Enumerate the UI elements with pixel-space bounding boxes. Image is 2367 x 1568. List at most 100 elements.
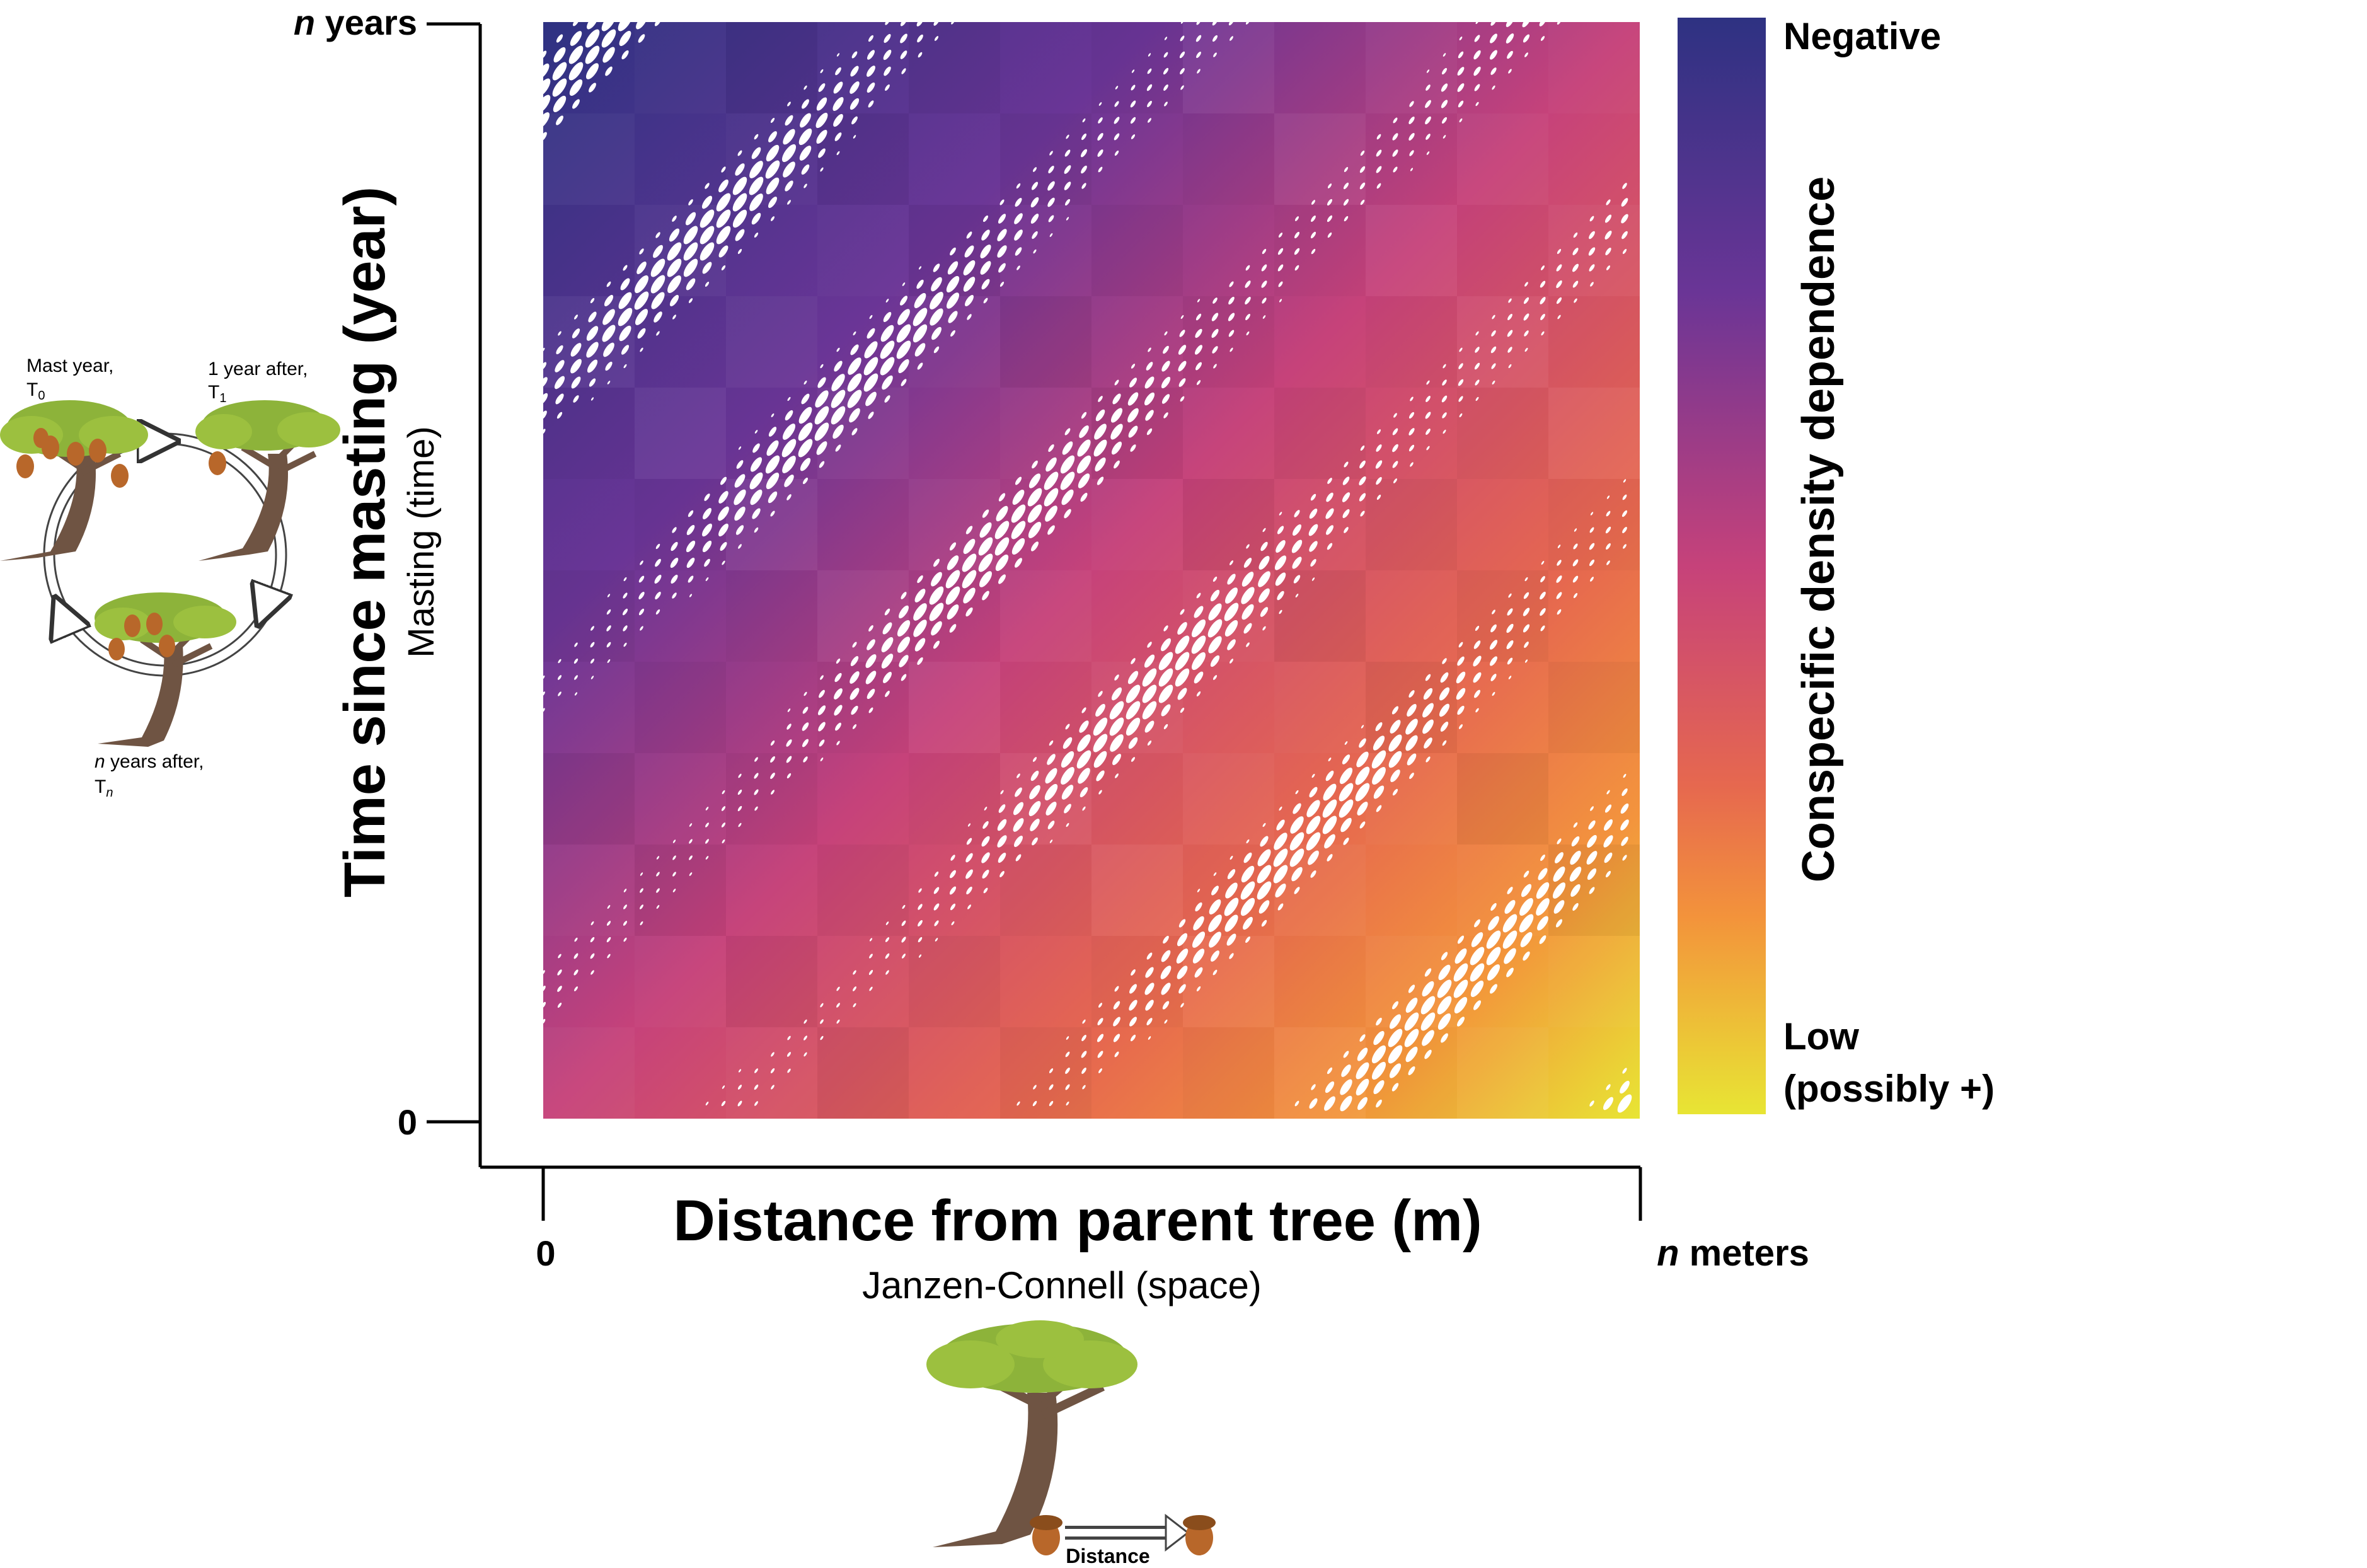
heatmap-cell <box>1548 570 1640 662</box>
halftone-dot <box>1442 658 1447 664</box>
halftone-dot <box>1228 18 1235 26</box>
halftone-dot <box>984 807 988 810</box>
halftone-dot <box>1373 735 1385 751</box>
halftone-dot <box>896 340 911 359</box>
halftone-dot <box>1454 948 1467 964</box>
halftone-dot <box>1604 214 1612 223</box>
halftone-dot <box>982 870 989 879</box>
halftone-dot <box>1178 984 1186 994</box>
heatmap-cell <box>1366 570 1457 662</box>
halftone-dot <box>1011 504 1026 523</box>
halftone-dot <box>1225 882 1238 899</box>
halftone-dot <box>1158 684 1173 703</box>
halftone-dot <box>999 199 1005 205</box>
halftone-dot <box>1474 689 1480 698</box>
halftone-dot <box>1145 1000 1154 1011</box>
halftone-dot <box>1076 455 1091 474</box>
heatmap-cell <box>635 22 726 113</box>
halftone-dot <box>1163 625 1168 631</box>
halftone-dot <box>1425 429 1431 435</box>
halftone-dot <box>1196 592 1201 599</box>
halftone-dot <box>967 823 971 827</box>
halftone-dot <box>1458 100 1464 108</box>
halftone-dot <box>1507 347 1512 353</box>
halftone-dot <box>768 197 777 208</box>
halftone-dot <box>965 295 974 306</box>
halftone-dot <box>1339 768 1353 784</box>
halftone-dot <box>754 773 759 779</box>
heatmap-cell <box>1183 1027 1274 1119</box>
halftone-dot <box>606 642 611 648</box>
halftone-dot <box>803 380 807 385</box>
halftone-dot <box>1164 331 1168 336</box>
halftone-dot <box>1240 897 1255 916</box>
halftone-dot <box>754 757 758 762</box>
halftone-dot <box>1180 85 1184 90</box>
heatmap-cell <box>543 936 635 1027</box>
halftone-dot <box>1180 35 1185 42</box>
halftone-dot <box>640 921 643 926</box>
halftone-dot <box>654 18 662 26</box>
halftone-dot <box>1425 756 1431 763</box>
halftone-dot <box>1295 594 1299 597</box>
halftone-dot <box>586 342 599 358</box>
halftone-dot <box>1490 902 1497 911</box>
halftone-dot <box>1127 392 1139 406</box>
halftone-dot <box>1437 1013 1451 1030</box>
heatmap-cell <box>1091 936 1183 1027</box>
halftone-dot <box>1343 838 1349 845</box>
halftone-dot <box>1196 691 1201 697</box>
halftone-dot <box>847 389 862 408</box>
halftone-dot <box>1524 282 1528 287</box>
halftone-dot <box>1311 1084 1316 1090</box>
halftone-dot <box>1098 691 1103 697</box>
halftone-dot <box>1470 947 1485 966</box>
halftone-dot <box>1197 69 1201 74</box>
halftone-dot <box>1356 1062 1369 1080</box>
halftone-dot <box>913 308 928 326</box>
heatmap-cell <box>635 113 726 205</box>
halftone-dot <box>1373 1080 1385 1094</box>
cycle-label-t1-sub: T1 <box>208 382 226 405</box>
halftone-dot <box>1557 609 1562 615</box>
halftone-dot <box>1098 102 1102 106</box>
halftone-dot <box>574 642 578 647</box>
heatmap-cell <box>1366 113 1457 205</box>
halftone-dot <box>623 592 628 599</box>
halftone-dot <box>978 537 993 556</box>
halftone-dot <box>898 359 909 374</box>
halftone-dot <box>734 506 746 521</box>
heatmap-cell <box>1000 388 1091 479</box>
halftone-dot <box>1114 986 1119 992</box>
halftone-dot <box>770 117 775 124</box>
halftone-dot <box>914 638 926 652</box>
halftone-dot <box>689 594 693 597</box>
halftone-dot <box>965 869 973 879</box>
heatmap-cell <box>909 662 1000 753</box>
halftone-dot <box>1356 751 1369 768</box>
halftone-dot <box>1064 149 1071 157</box>
halftone-dot <box>1342 476 1350 485</box>
heatmap-cell <box>817 570 909 662</box>
halftone-dot <box>1339 799 1354 818</box>
halftone-dot <box>1622 527 1627 533</box>
halftone-dot <box>1049 1100 1054 1107</box>
halftone-dot <box>1459 413 1463 418</box>
halftone-dot <box>766 472 780 490</box>
halftone-dot <box>623 904 627 909</box>
halftone-dot <box>851 705 858 715</box>
halftone-dot <box>1208 603 1222 621</box>
halftone-dot <box>1097 133 1103 141</box>
halftone-dot <box>1588 820 1596 830</box>
halftone-dot <box>884 33 891 43</box>
halftone-dot <box>1454 996 1468 1014</box>
halftone-dot <box>1260 607 1269 617</box>
halftone-dot <box>554 376 565 389</box>
halftone-dot <box>558 659 562 664</box>
halftone-dot <box>982 215 989 222</box>
halftone-dot <box>883 672 892 683</box>
halftone-dot <box>1457 705 1465 715</box>
halftone-dot <box>1129 378 1137 388</box>
halftone-dot <box>670 557 679 568</box>
halftone-dot <box>836 741 840 746</box>
